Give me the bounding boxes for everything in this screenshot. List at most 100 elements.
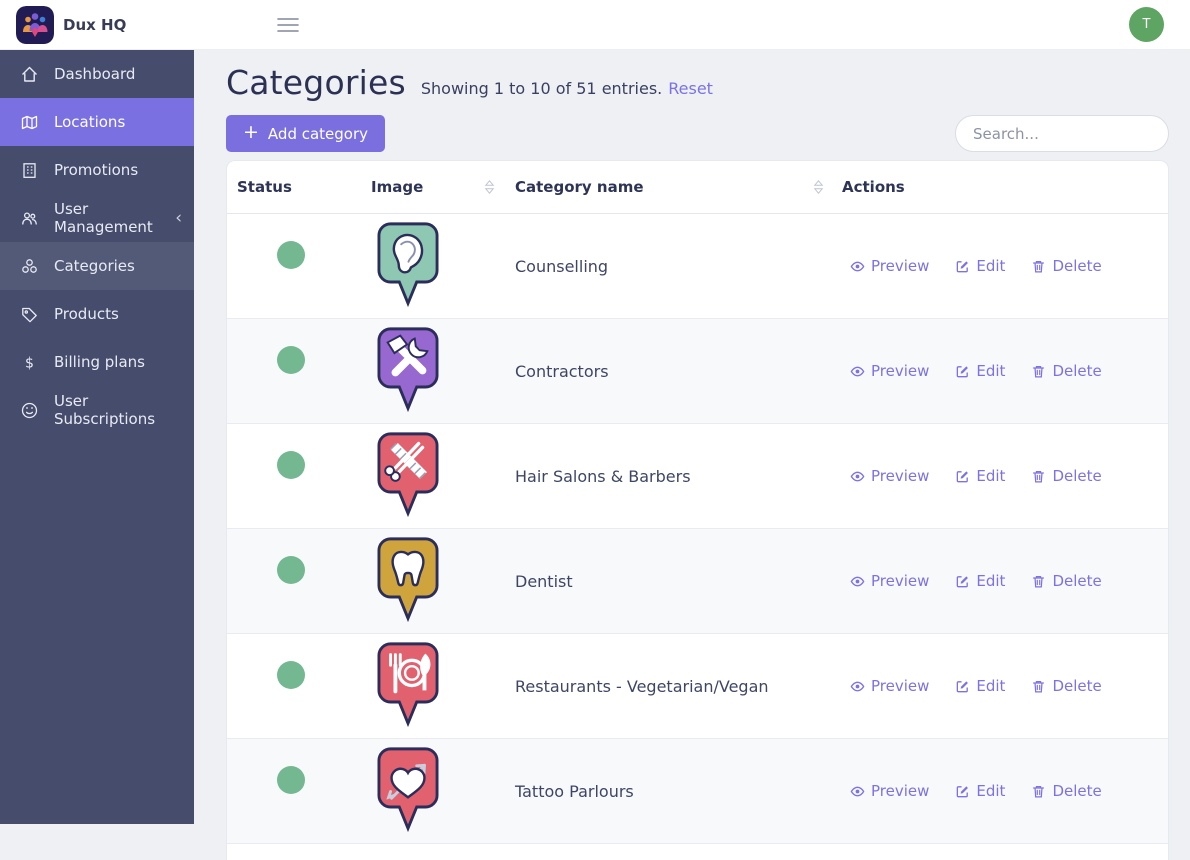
sidebar-item-locations[interactable]: Locations xyxy=(0,98,194,146)
categories-table: Status Image Category name Actions Couns… xyxy=(226,160,1169,860)
salon-pin-icon xyxy=(375,430,441,523)
preview-link[interactable]: Preview xyxy=(850,782,929,800)
tooth-pin-icon xyxy=(375,535,441,628)
app-title: Dux HQ xyxy=(63,15,127,34)
edit-icon xyxy=(955,574,970,589)
delete-link[interactable]: Delete xyxy=(1031,362,1102,380)
hamburger-icon xyxy=(277,18,299,32)
edit-link[interactable]: Edit xyxy=(955,782,1005,800)
app-logo[interactable] xyxy=(16,5,54,44)
plus-icon: + xyxy=(243,121,259,143)
table-row: Tattoo Parlours Preview Edit Delete xyxy=(227,739,1168,844)
eye-icon xyxy=(850,364,865,379)
eye-icon xyxy=(850,679,865,694)
status-cell xyxy=(227,556,357,595)
delete-link[interactable]: Delete xyxy=(1031,677,1102,695)
column-header-actions: Actions xyxy=(842,178,905,196)
add-category-button[interactable]: + Add category xyxy=(226,115,386,152)
status-cell xyxy=(227,451,357,490)
edit-link[interactable]: Edit xyxy=(955,257,1005,275)
smiley-icon xyxy=(20,401,39,420)
delete-link[interactable]: Delete xyxy=(1031,782,1102,800)
table-row: Counselling Preview Edit Delete xyxy=(227,214,1168,319)
status-cell xyxy=(227,346,357,385)
sidebar-item-label: User Subscriptions xyxy=(54,392,156,428)
sidebar-item-label: Locations xyxy=(54,113,126,131)
table-row: Hair Salons & Barbers Preview Edit Delete xyxy=(227,424,1168,529)
table-header-row: Status Image Category name Actions xyxy=(227,161,1168,214)
preview-link[interactable]: Preview xyxy=(850,467,929,485)
preview-link[interactable]: Preview xyxy=(850,572,929,590)
status-cell xyxy=(227,766,357,805)
sidebar-item-categories[interactable]: Categories xyxy=(0,242,194,290)
user-avatar[interactable]: T xyxy=(1129,7,1164,42)
category-name: Contractors xyxy=(515,361,609,381)
category-name: Counselling xyxy=(515,256,609,276)
table-row: Contractors Preview Edit Delete xyxy=(227,319,1168,424)
sidebar-item-billing-plans[interactable]: Billing plans xyxy=(0,338,194,386)
edit-icon xyxy=(955,679,970,694)
map-icon xyxy=(20,113,39,132)
sidebar-item-products[interactable]: Products xyxy=(0,290,194,338)
image-cell xyxy=(357,325,503,418)
category-name: Restaurants - Vegetarian/Vegan xyxy=(515,676,769,696)
image-cell xyxy=(357,430,503,523)
status-cell xyxy=(227,661,357,700)
actions-cell: Preview Edit Delete xyxy=(832,782,1168,800)
table-row: Dentist Preview Edit Delete xyxy=(227,529,1168,634)
eye-icon xyxy=(850,469,865,484)
sidebar-item-user-management[interactable]: User Management ‹ xyxy=(0,194,194,242)
edit-link[interactable]: Edit xyxy=(955,677,1005,695)
column-header-category-name[interactable]: Category name xyxy=(503,161,832,213)
sidebar-item-promotions[interactable]: Promotions xyxy=(0,146,194,194)
sidebar-item-label: Categories xyxy=(54,257,135,275)
entries-summary: Showing 1 to 10 of 51 entries. xyxy=(420,79,663,98)
status-cell xyxy=(227,241,357,280)
edit-link[interactable]: Edit xyxy=(955,572,1005,590)
sort-icon[interactable] xyxy=(813,179,824,195)
delete-link[interactable]: Delete xyxy=(1031,572,1102,590)
main-content: Categories Showing 1 to 10 of 51 entries… xyxy=(194,50,1190,860)
tools-pin-icon xyxy=(375,325,441,418)
users-icon xyxy=(20,209,39,228)
status-dot xyxy=(277,346,305,374)
category-name: Tattoo Parlours xyxy=(515,781,634,801)
actions-cell: Preview Edit Delete xyxy=(832,572,1168,590)
page-title: Categories xyxy=(226,63,406,102)
actions-cell: Preview Edit Delete xyxy=(832,467,1168,485)
tag-icon xyxy=(20,305,39,324)
sidebar-item-label: Promotions xyxy=(54,161,139,179)
eye-icon xyxy=(850,784,865,799)
sidebar: Dashboard Locations Promotions User Mana… xyxy=(0,50,194,824)
reset-link[interactable]: Reset xyxy=(668,79,713,98)
column-header-image[interactable]: Image xyxy=(357,161,503,213)
status-dot xyxy=(277,766,305,794)
delete-link[interactable]: Delete xyxy=(1031,257,1102,275)
categories-icon xyxy=(20,257,39,276)
edit-icon xyxy=(955,259,970,274)
sort-icon[interactable] xyxy=(484,179,495,195)
category-name: Hair Salons & Barbers xyxy=(515,466,691,486)
preview-link[interactable]: Preview xyxy=(850,362,929,380)
sidebar-item-label: User Management xyxy=(54,200,153,236)
sidebar-item-label: Products xyxy=(54,305,119,323)
search-input[interactable] xyxy=(955,115,1169,152)
sidebar-toggle-button[interactable] xyxy=(276,15,300,35)
preview-link[interactable]: Preview xyxy=(850,677,929,695)
preview-link[interactable]: Preview xyxy=(850,257,929,275)
chevron-left-icon: ‹ xyxy=(175,207,182,228)
trash-icon xyxy=(1031,574,1046,589)
sidebar-item-label: Billing plans xyxy=(54,353,145,371)
edit-link[interactable]: Edit xyxy=(955,362,1005,380)
eye-icon xyxy=(850,574,865,589)
edit-link[interactable]: Edit xyxy=(955,467,1005,485)
actions-cell: Preview Edit Delete xyxy=(832,257,1168,275)
trash-icon xyxy=(1031,679,1046,694)
table-row: Restaurants - Vegetarian/Vegan Preview Ed… xyxy=(227,634,1168,739)
sidebar-item-user-subscriptions[interactable]: User Subscriptions xyxy=(0,386,194,434)
sidebar-item-dashboard[interactable]: Dashboard xyxy=(0,50,194,98)
image-cell xyxy=(357,640,503,733)
edit-icon xyxy=(955,469,970,484)
category-name: Dentist xyxy=(515,571,573,591)
delete-link[interactable]: Delete xyxy=(1031,467,1102,485)
